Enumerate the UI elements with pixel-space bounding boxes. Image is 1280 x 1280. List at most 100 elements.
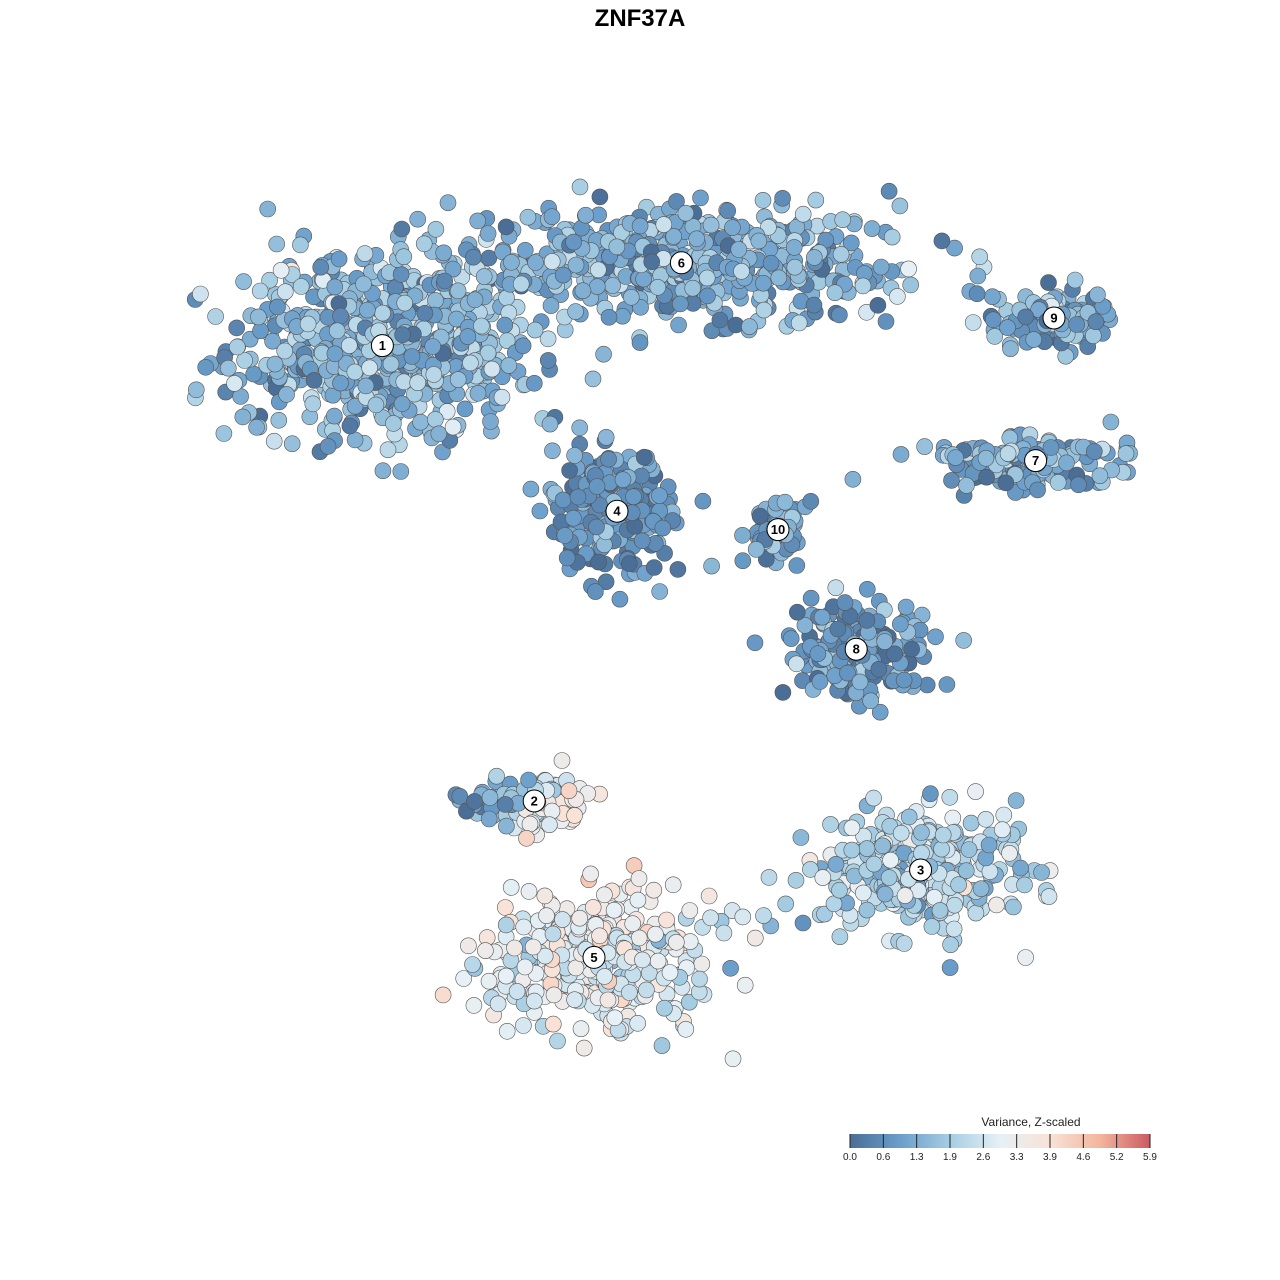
data-point xyxy=(588,278,606,295)
data-point xyxy=(870,660,888,678)
data-point xyxy=(774,684,792,701)
cluster-label-2: 2 xyxy=(522,789,546,813)
data-point xyxy=(631,334,649,351)
data-point xyxy=(554,266,572,284)
data-point xyxy=(577,206,595,224)
cluster-label-8: 8 xyxy=(844,637,868,661)
data-point xyxy=(999,319,1016,336)
data-point xyxy=(946,896,963,914)
data-point xyxy=(451,787,469,805)
data-point xyxy=(460,937,477,955)
data-point xyxy=(1089,286,1106,304)
data-point xyxy=(934,826,952,844)
data-point xyxy=(543,253,561,270)
data-point xyxy=(518,829,535,847)
data-point xyxy=(776,493,794,511)
data-point xyxy=(851,673,869,691)
data-point xyxy=(876,885,894,903)
data-point xyxy=(326,345,344,363)
data-point xyxy=(328,322,346,340)
data-point xyxy=(1117,445,1135,462)
data-point xyxy=(958,477,975,494)
data-point xyxy=(276,342,294,360)
data-point xyxy=(724,1050,742,1068)
data-point xyxy=(831,306,848,324)
data-point xyxy=(671,295,689,313)
data-point xyxy=(435,244,453,262)
data-point xyxy=(719,202,737,219)
data-point xyxy=(922,785,939,803)
data-point xyxy=(865,789,882,807)
data-point xyxy=(655,216,673,233)
data-point xyxy=(549,1032,566,1050)
data-point xyxy=(746,929,764,947)
data-point xyxy=(235,273,252,290)
data-point xyxy=(611,590,629,608)
cluster-label-5: 5 xyxy=(582,945,606,969)
data-point xyxy=(903,640,920,658)
data-point xyxy=(947,449,964,466)
data-point xyxy=(565,509,582,527)
data-point xyxy=(515,918,533,936)
data-point xyxy=(584,899,602,916)
data-point xyxy=(895,671,913,689)
data-point xyxy=(754,274,772,292)
data-point xyxy=(1012,859,1029,877)
data-point xyxy=(479,225,497,242)
data-point xyxy=(631,217,649,235)
data-point xyxy=(356,245,374,262)
data-point xyxy=(734,552,752,570)
data-point xyxy=(988,896,1005,914)
data-point xyxy=(811,673,829,690)
data-point xyxy=(1017,308,1034,326)
data-point xyxy=(520,883,538,900)
data-point xyxy=(741,318,758,335)
data-point xyxy=(502,879,520,896)
data-point xyxy=(733,262,750,280)
data-point xyxy=(520,771,537,789)
data-point xyxy=(667,933,685,951)
data-point xyxy=(882,851,899,869)
data-point xyxy=(788,603,806,621)
data-point xyxy=(1040,274,1057,291)
data-point xyxy=(236,352,253,369)
data-point xyxy=(543,802,561,820)
data-point xyxy=(554,491,572,509)
data-point xyxy=(595,345,612,363)
data-point xyxy=(971,248,989,266)
data-point xyxy=(465,997,483,1014)
data-point xyxy=(874,837,892,855)
data-point xyxy=(661,964,679,981)
data-point xyxy=(900,260,917,278)
data-point xyxy=(525,374,543,392)
data-point xyxy=(626,517,644,535)
data-point xyxy=(862,692,880,710)
data-point xyxy=(434,986,452,1004)
data-point xyxy=(251,282,269,300)
data-point xyxy=(439,194,457,211)
data-point xyxy=(395,373,413,391)
data-point xyxy=(831,928,849,946)
data-point xyxy=(635,270,652,288)
data-point xyxy=(634,951,651,969)
data-point xyxy=(751,507,769,525)
data-point xyxy=(693,955,711,973)
data-point xyxy=(698,269,716,287)
data-point xyxy=(790,314,808,332)
colorbar-tick-label: 2.6 xyxy=(976,1152,990,1163)
data-point xyxy=(754,192,772,209)
data-point xyxy=(633,532,651,550)
cluster-label-text: 8 xyxy=(853,642,860,657)
data-point xyxy=(588,518,605,536)
data-point xyxy=(608,238,626,256)
data-point xyxy=(944,809,962,827)
data-point xyxy=(788,655,805,673)
data-point xyxy=(567,303,584,320)
data-point xyxy=(651,487,668,504)
data-point xyxy=(916,438,933,455)
data-point xyxy=(755,301,773,319)
data-point xyxy=(814,869,832,886)
data-point xyxy=(395,248,413,266)
data-point xyxy=(614,471,632,489)
data-point xyxy=(561,462,578,479)
